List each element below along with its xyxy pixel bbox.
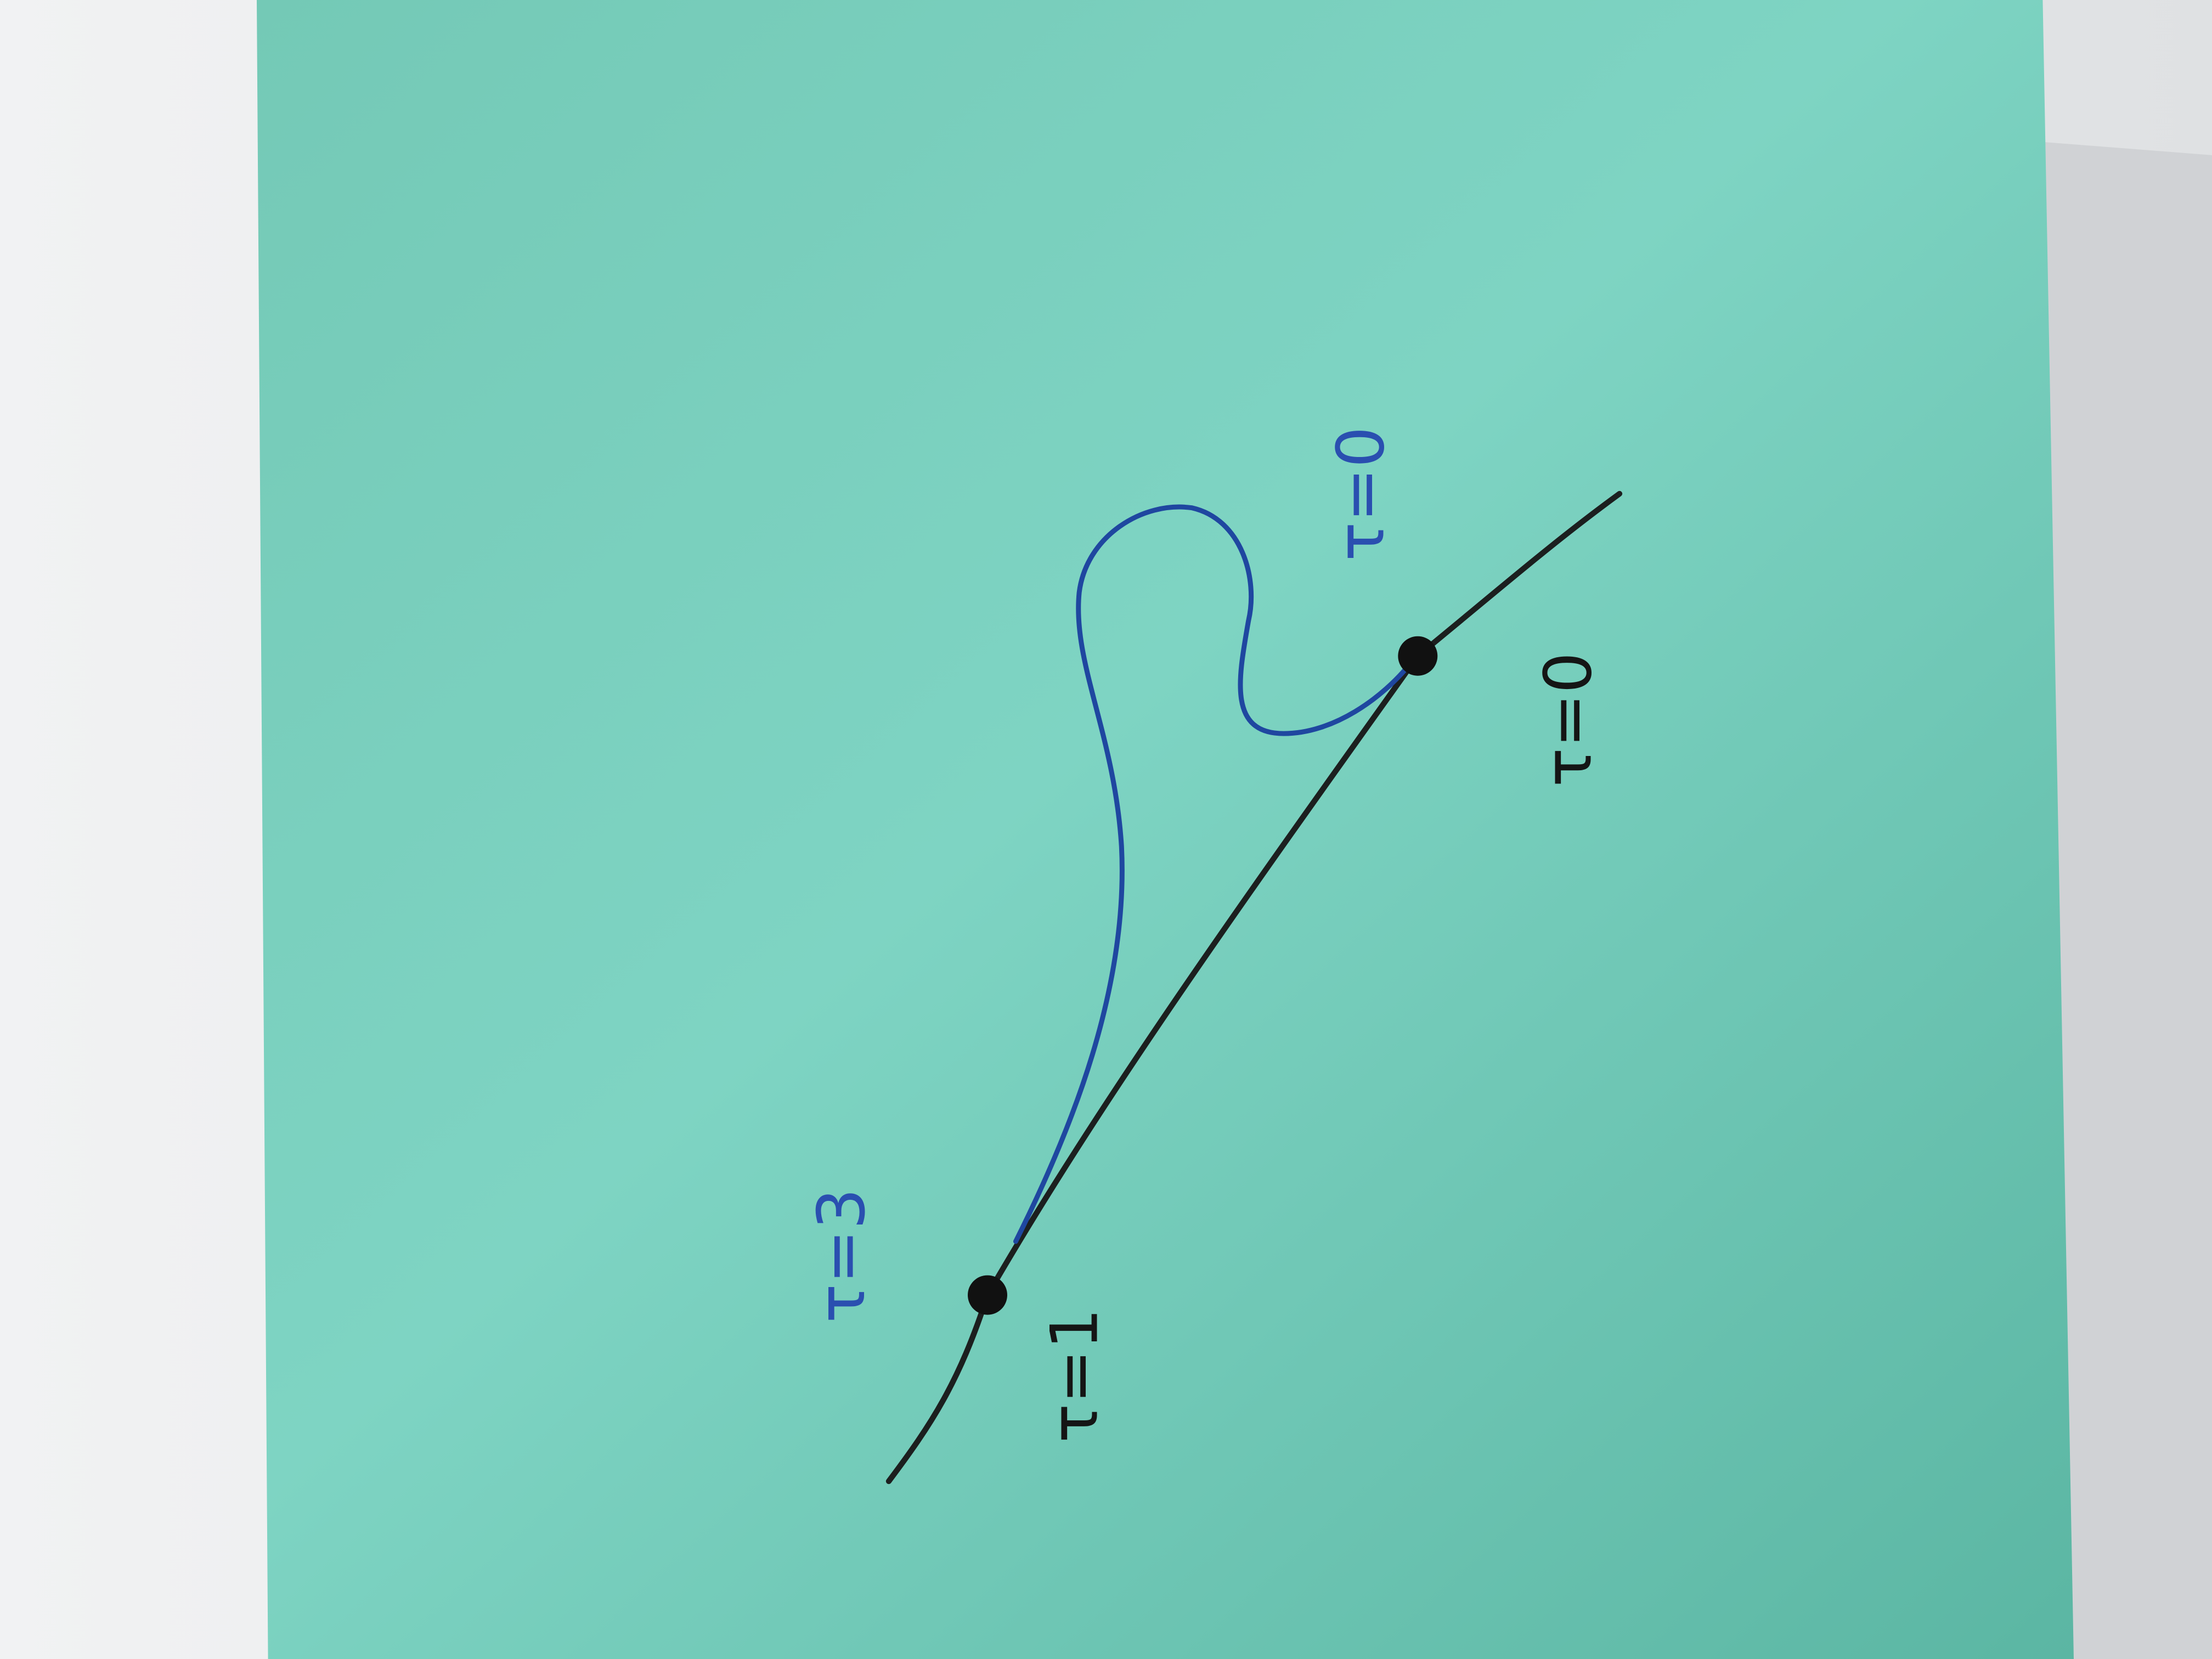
label: τ=1	[1036, 1308, 1112, 1443]
point	[968, 1275, 1007, 1315]
label: τ=3	[804, 1188, 879, 1323]
label: τ=0	[1323, 426, 1398, 561]
note-shadow	[2031, 141, 2212, 1659]
point	[1398, 636, 1438, 676]
black-curve	[885, 490, 1623, 1485]
label: τ=0	[1530, 652, 1606, 787]
blue-curve	[1013, 504, 1413, 1244]
sticky-note	[257, 0, 2074, 1659]
